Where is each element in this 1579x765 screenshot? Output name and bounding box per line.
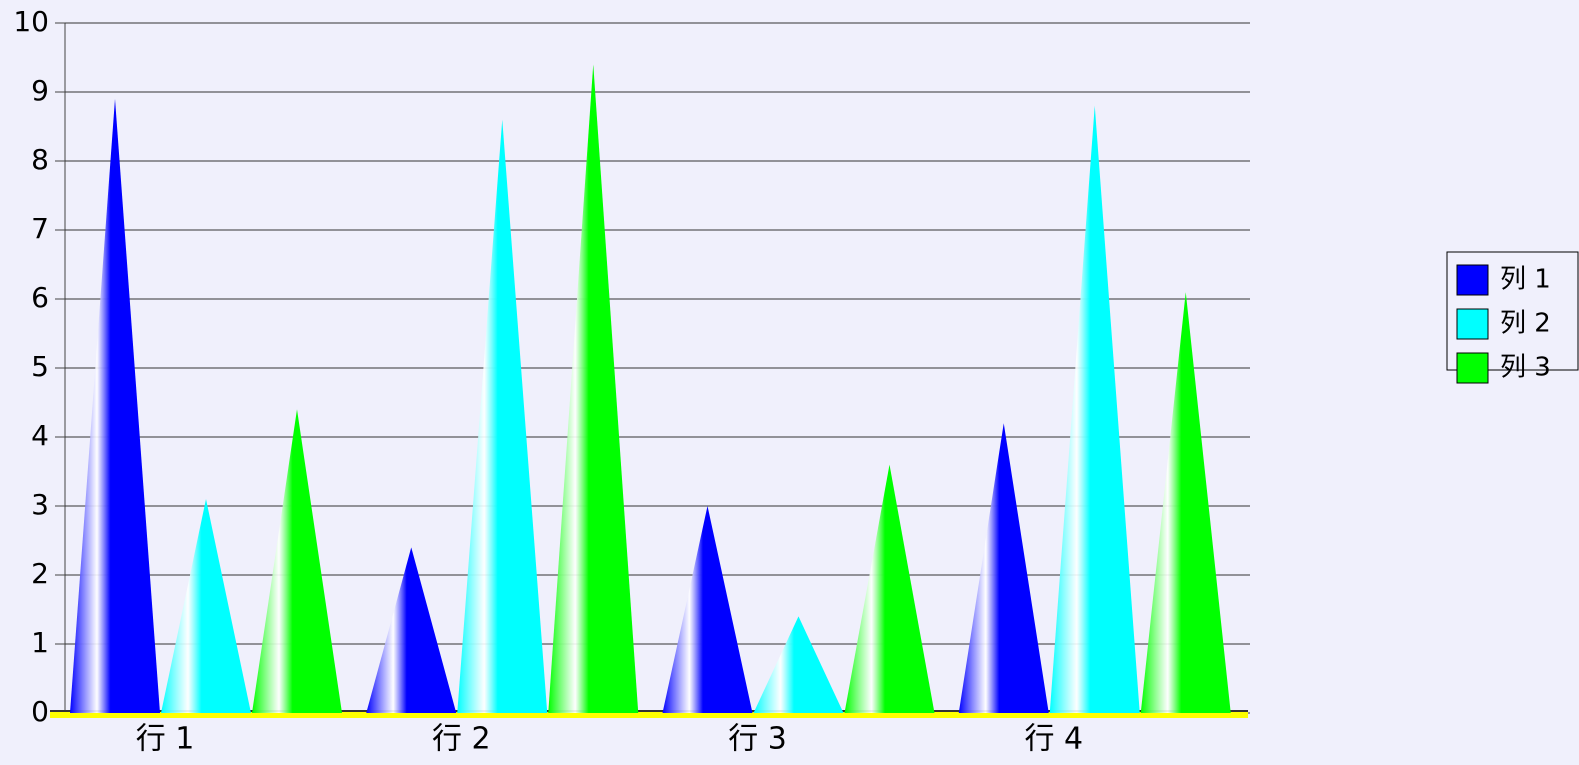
y-tick-label: 1	[31, 626, 49, 659]
y-tick-label: 7	[31, 212, 49, 245]
cone	[753, 616, 844, 713]
cone	[1140, 292, 1231, 713]
y-tick-label: 4	[31, 419, 49, 452]
y-tick-label: 6	[31, 281, 49, 314]
legend-swatch	[1456, 352, 1489, 384]
cone	[548, 64, 639, 713]
y-tick-label: 9	[31, 74, 49, 107]
legend-label: 列 1	[1500, 265, 1551, 295]
cone	[958, 423, 1049, 713]
y-tick-label: 0	[31, 695, 49, 728]
legend-label: 列 3	[1500, 353, 1551, 383]
y-tick-label: 10	[13, 5, 49, 38]
legend-swatch	[1456, 264, 1489, 296]
y-tick-label: 2	[31, 557, 49, 590]
cone	[161, 499, 251, 713]
x-tick-label: 行 4	[1024, 722, 1083, 757]
legend-swatch	[1456, 308, 1489, 340]
cone	[1049, 105, 1140, 714]
y-tick-label: 5	[31, 350, 49, 383]
x-tick-label: 行 2	[432, 722, 491, 757]
x-tick-label: 行 3	[728, 722, 787, 757]
legend-label: 列 2	[1500, 309, 1551, 339]
y-tick-label: 8	[31, 143, 49, 176]
cone	[457, 119, 548, 714]
cone	[252, 409, 342, 713]
floor	[50, 710, 1248, 718]
cone	[366, 547, 457, 713]
y-tick-label: 3	[31, 488, 49, 521]
cone	[662, 506, 753, 713]
cone	[844, 464, 935, 713]
cone	[70, 98, 160, 713]
x-tick-label: 行 1	[136, 722, 195, 757]
